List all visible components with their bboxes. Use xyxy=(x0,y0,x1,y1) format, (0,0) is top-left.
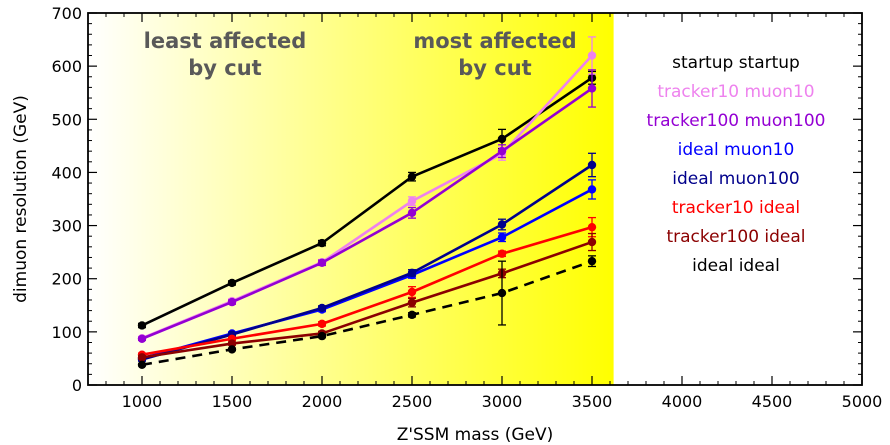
series-7 xyxy=(137,255,597,370)
data-point xyxy=(137,360,147,370)
x-tick-label: 4000 xyxy=(662,392,703,411)
series-line xyxy=(141,240,593,359)
data-point xyxy=(317,331,327,341)
data-point xyxy=(317,258,327,267)
data-point xyxy=(137,321,147,330)
x-tick-label: 5000 xyxy=(842,392,883,411)
data-point xyxy=(317,238,327,248)
x-tick-label: 2000 xyxy=(302,392,343,411)
legend-entry: tracker10 ideal xyxy=(672,198,800,218)
annotation-line: by cut xyxy=(458,56,531,80)
data-point xyxy=(587,237,597,247)
y-tick-label: 200 xyxy=(51,270,82,289)
legend-entry: tracker100 muon100 xyxy=(647,111,826,131)
data-point xyxy=(497,249,507,258)
data-point xyxy=(227,297,237,307)
data-point xyxy=(227,339,237,348)
series-line xyxy=(141,225,593,356)
series-2 xyxy=(137,69,597,343)
data-point xyxy=(587,51,597,60)
annotations: least affected by cut most affected by cut xyxy=(144,29,577,80)
data-point xyxy=(227,278,237,288)
y-tick-label: 300 xyxy=(51,217,82,236)
legend-entry: ideal muon10 xyxy=(678,140,795,160)
data-point xyxy=(227,345,237,354)
x-tick-label: 3500 xyxy=(572,392,613,411)
data-point xyxy=(407,208,417,218)
series-0 xyxy=(137,70,597,330)
x-tick-label: 4500 xyxy=(752,392,793,411)
axis-ticks xyxy=(88,12,863,386)
data-point xyxy=(317,319,327,329)
y-tick-label: 500 xyxy=(51,110,82,129)
y-tick-label: 700 xyxy=(51,4,82,23)
data-point xyxy=(407,268,417,278)
data-point xyxy=(497,233,507,242)
data-point xyxy=(407,310,417,320)
legend-entry: ideal muon100 xyxy=(672,169,799,189)
legend-entry: startup startup xyxy=(672,53,800,73)
series-6 xyxy=(137,232,597,362)
data-point xyxy=(587,256,597,266)
legend-entry: tracker10 muon10 xyxy=(657,82,814,102)
annotation-line: least affected xyxy=(144,29,307,53)
data-point xyxy=(137,353,147,362)
x-tick-label: 1000 xyxy=(122,392,163,411)
data-point xyxy=(587,222,597,232)
series-line xyxy=(141,76,593,327)
data-point xyxy=(587,84,597,93)
data-point xyxy=(407,287,417,297)
legend-entry: tracker100 ideal xyxy=(666,227,805,247)
y-tick-label: 0 xyxy=(72,376,82,395)
data-point xyxy=(407,298,417,307)
series-layer xyxy=(137,36,597,370)
x-tick-label: 2500 xyxy=(392,392,433,411)
annotation-line: by cut xyxy=(188,56,261,80)
data-point xyxy=(587,185,597,194)
y-axis-label: dimuon resolution (GeV) xyxy=(11,95,31,303)
data-point xyxy=(587,160,597,170)
data-point xyxy=(317,303,327,313)
series-line xyxy=(141,163,593,361)
data-point xyxy=(497,288,507,298)
data-point xyxy=(497,134,507,144)
y-tick-label: 400 xyxy=(51,163,82,182)
x-axis-label: Z'SSM mass (GeV) xyxy=(397,425,554,445)
x-tick-label: 3000 xyxy=(482,392,523,411)
legend: startup startup tracker10 muon10 tracker10… xyxy=(647,53,826,276)
data-point xyxy=(497,220,507,229)
plot-frame xyxy=(87,12,863,386)
y-tick-label: 100 xyxy=(51,323,82,342)
tick-labels: 1000 1500 2000 2500 3000 3500 4000 4500 5000 0 100… xyxy=(51,4,882,411)
y-tick-label: 600 xyxy=(51,57,82,76)
x-tick-label: 1500 xyxy=(212,392,253,411)
series-line xyxy=(141,259,593,367)
annotation-line: most affected xyxy=(413,29,576,53)
data-point xyxy=(497,146,507,156)
data-point xyxy=(137,334,147,343)
data-point xyxy=(407,172,417,181)
series-5 xyxy=(137,216,597,359)
legend-entry: ideal ideal xyxy=(692,256,780,276)
series-line xyxy=(141,87,593,340)
data-point xyxy=(407,196,417,206)
